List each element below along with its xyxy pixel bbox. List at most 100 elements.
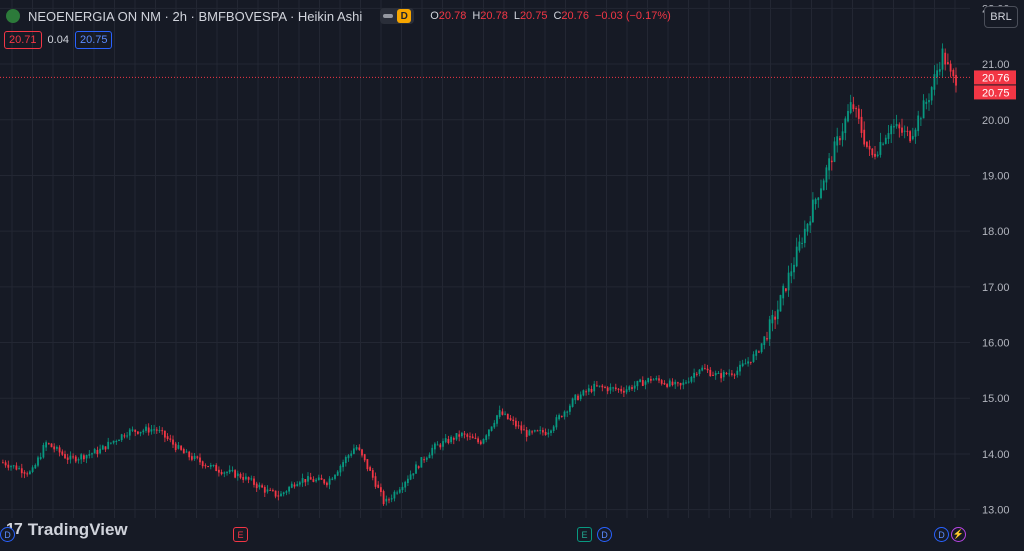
candle-body bbox=[614, 387, 617, 390]
candle-body bbox=[714, 372, 717, 376]
candle-body bbox=[658, 378, 660, 381]
symbol-title[interactable]: NEOENERGIA ON NM · 2h · BMFBOVESPA · Hei… bbox=[28, 8, 363, 24]
candle-body bbox=[263, 487, 266, 493]
candle-body bbox=[598, 385, 601, 387]
candle-body bbox=[277, 495, 280, 497]
candle-body bbox=[650, 378, 652, 381]
candle-body bbox=[493, 422, 496, 428]
candle-body bbox=[571, 398, 574, 407]
candle-body bbox=[142, 430, 145, 433]
svg-text:20.75: 20.75 bbox=[982, 87, 1010, 99]
candle-body bbox=[285, 491, 288, 493]
candle-body bbox=[857, 108, 860, 119]
dividend-event-icon[interactable]: D bbox=[934, 527, 949, 542]
candle-body bbox=[911, 136, 914, 140]
split-event-icon[interactable]: ⚡ bbox=[951, 527, 966, 542]
candle-body bbox=[928, 100, 930, 103]
candle-body bbox=[636, 380, 639, 387]
dividend-event-icon[interactable]: D bbox=[0, 527, 15, 542]
candle-body bbox=[69, 455, 72, 460]
candle-body bbox=[909, 131, 911, 142]
candle-body bbox=[577, 395, 579, 401]
candle-body bbox=[101, 445, 104, 450]
candle-body bbox=[85, 455, 88, 459]
candle-body bbox=[104, 446, 107, 450]
candle-body bbox=[242, 476, 245, 480]
candle-body bbox=[452, 437, 455, 440]
candle-body bbox=[39, 457, 42, 460]
candle-body bbox=[444, 438, 447, 443]
candle-body bbox=[574, 394, 577, 401]
earnings-marker: E bbox=[237, 529, 244, 540]
candle-body bbox=[204, 465, 207, 467]
candle-body bbox=[506, 413, 509, 420]
candle-body bbox=[677, 382, 679, 384]
market-status-pill[interactable]: D bbox=[380, 8, 415, 24]
candle-body bbox=[944, 52, 947, 65]
candle-body bbox=[266, 489, 269, 492]
candle-body bbox=[366, 459, 369, 470]
candle-body bbox=[274, 490, 277, 497]
candle-body bbox=[169, 438, 172, 440]
earnings-event-icon[interactable]: E bbox=[577, 527, 592, 542]
candle-body bbox=[917, 115, 920, 132]
candle-body bbox=[91, 453, 93, 455]
candle-body bbox=[771, 314, 774, 324]
candle-body bbox=[477, 438, 479, 443]
candle-body bbox=[307, 476, 309, 482]
candle-body bbox=[941, 48, 944, 70]
candle-body bbox=[4, 462, 7, 466]
earnings-event-icon[interactable]: E bbox=[233, 527, 248, 542]
candle-body bbox=[7, 464, 10, 468]
candle-body bbox=[369, 467, 371, 471]
candle-body bbox=[296, 484, 299, 487]
candle-body bbox=[766, 338, 768, 340]
low-key: L bbox=[513, 10, 520, 22]
candle-body bbox=[488, 429, 490, 437]
ask-price[interactable]: 20.75 bbox=[74, 31, 113, 49]
candle-body bbox=[628, 386, 631, 390]
low-value: 20.75 bbox=[519, 10, 548, 22]
candle-body bbox=[361, 449, 363, 456]
candle-body bbox=[555, 417, 558, 428]
candle-body bbox=[515, 420, 517, 427]
candle-body bbox=[587, 388, 590, 392]
candle-body bbox=[377, 484, 380, 488]
candle-body bbox=[776, 309, 779, 320]
candle-body bbox=[496, 415, 498, 424]
symbol-logo-icon bbox=[6, 9, 20, 23]
candle-body bbox=[118, 439, 120, 442]
dividend-event-icon[interactable]: D bbox=[597, 527, 612, 542]
candle-body bbox=[120, 434, 123, 441]
candle-body bbox=[420, 457, 423, 468]
candle-body bbox=[925, 101, 928, 104]
candle-body bbox=[147, 427, 150, 433]
candle-body bbox=[83, 455, 85, 460]
candle-body bbox=[336, 471, 339, 476]
candle-body bbox=[814, 199, 817, 205]
candle-body bbox=[398, 489, 401, 493]
candle-body bbox=[644, 381, 647, 385]
candle-body bbox=[80, 454, 83, 460]
currency-selector[interactable]: BRL bbox=[984, 6, 1018, 28]
candle-body bbox=[455, 433, 458, 440]
candle-body bbox=[901, 127, 903, 133]
candle-body bbox=[58, 447, 61, 453]
candle-body bbox=[42, 445, 45, 458]
ask-price-tag: 20.75 bbox=[974, 85, 1016, 100]
candle-body bbox=[563, 411, 566, 417]
candle-body bbox=[863, 129, 866, 145]
candle-body bbox=[226, 472, 228, 474]
candle-body bbox=[687, 381, 690, 383]
candle-body bbox=[177, 445, 180, 449]
candle-body bbox=[172, 439, 174, 445]
price-axis[interactable]: 13.00 14.00 15.00 16.00 17.00 18.00 19.00 20.00… bbox=[982, 3, 1010, 516]
high-value: 20.78 bbox=[480, 10, 508, 22]
tradingview-logo[interactable]: 17 TradingView bbox=[6, 520, 128, 540]
candle-body bbox=[23, 472, 26, 474]
bid-price[interactable]: 20.71 bbox=[4, 31, 42, 49]
candle-body bbox=[461, 432, 463, 437]
candle-body bbox=[339, 465, 342, 473]
candle-body bbox=[749, 361, 752, 363]
